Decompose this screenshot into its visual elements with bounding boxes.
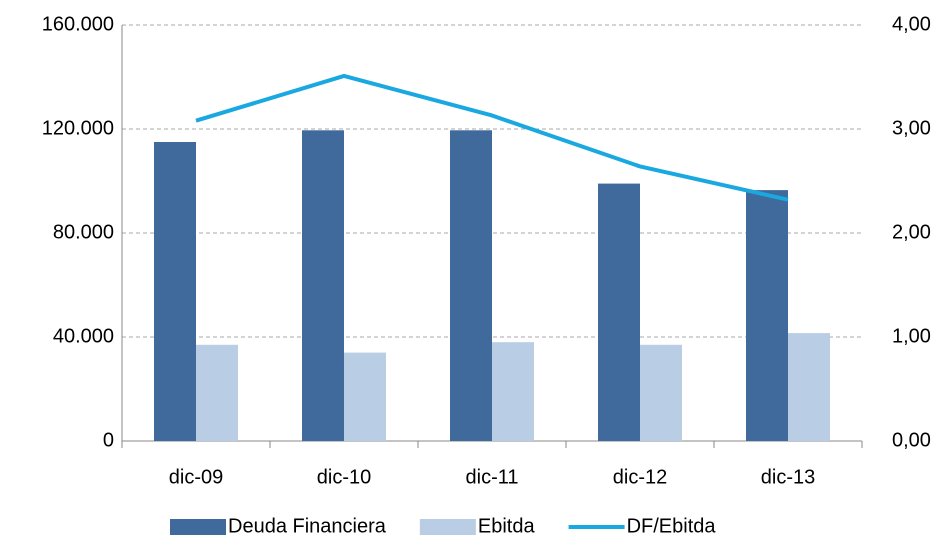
y-tick-label: 0 xyxy=(103,429,114,451)
y2-tick-label: 4,00 xyxy=(892,13,931,35)
y-tick-label: 120.000 xyxy=(42,117,114,139)
x-tick-label: dic-13 xyxy=(761,466,815,488)
y-tick-label: 40.000 xyxy=(53,325,114,347)
x-tick-label: dic-09 xyxy=(169,466,223,488)
legend-swatch xyxy=(419,519,476,535)
bar xyxy=(450,130,492,442)
y-tick-label: 80.000 xyxy=(53,221,114,243)
bar xyxy=(196,344,238,441)
bar xyxy=(640,344,682,441)
bar xyxy=(788,333,830,441)
bar xyxy=(344,352,386,441)
y2-tick-label: 1,00 xyxy=(892,325,931,347)
bar xyxy=(302,130,344,442)
bar xyxy=(154,142,196,441)
y2-tick-label: 3,00 xyxy=(892,117,931,139)
y2-tick-label: 2,00 xyxy=(892,221,931,243)
legend-label: Ebitda xyxy=(478,515,536,537)
x-tick-label: dic-10 xyxy=(317,466,371,488)
legend-label: DF/Ebitda xyxy=(627,515,717,537)
legend-swatch xyxy=(170,519,226,535)
bar xyxy=(492,342,534,441)
bar xyxy=(598,183,640,441)
line xyxy=(195,73,789,202)
y2-tick-label: 0,00 xyxy=(892,429,931,451)
x-tick-label: dic-12 xyxy=(613,466,667,488)
y-tick-label: 160.000 xyxy=(42,13,114,35)
x-tick-label: dic-11 xyxy=(466,466,519,488)
bar xyxy=(746,190,788,441)
legend-label: Deuda Financiera xyxy=(228,515,387,537)
